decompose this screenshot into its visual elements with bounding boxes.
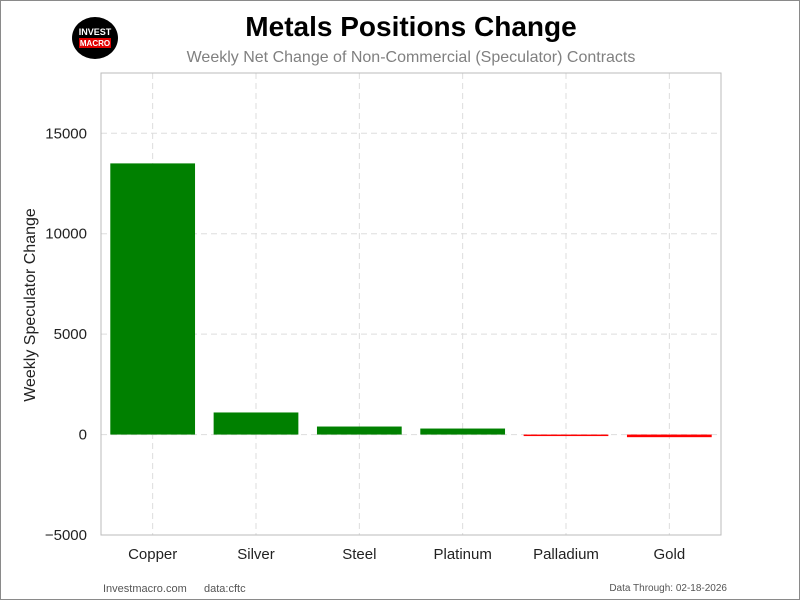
footer-site: Investmacro.com	[103, 583, 187, 595]
bar-silver	[213, 412, 299, 435]
y-axis-label: Weekly Speculator Change	[22, 208, 39, 402]
bar-copper	[110, 163, 196, 435]
y-tick-label: 5000	[54, 326, 87, 343]
x-tick-label: Platinum	[433, 546, 491, 563]
x-axis-ticks: Copper Silver Steel Platinum Palladium Gold	[128, 546, 685, 563]
y-tick-label: −5000	[45, 527, 87, 544]
chart-title: Metals Positions Change	[245, 11, 577, 42]
y-axis-ticks: −5000 0 5000 10000 15000	[45, 125, 87, 544]
x-tick-label: Silver	[237, 546, 275, 563]
y-tick-label: 10000	[45, 226, 87, 243]
footer-source: data:cftc	[204, 583, 246, 595]
investmacro-logo: INVEST MACRO	[72, 17, 118, 59]
logo-line1: INVEST	[79, 27, 112, 37]
x-tick-label: Copper	[128, 546, 177, 563]
bars-layer	[110, 163, 712, 438]
x-tick-label: Gold	[653, 546, 685, 563]
bar-gold	[626, 434, 712, 438]
y-tick-label: 0	[79, 427, 87, 444]
footer-data-through: Data Through: 02-18-2026	[609, 583, 727, 594]
x-tick-label: Palladium	[533, 546, 599, 563]
logo-line2: MACRO	[80, 39, 110, 48]
x-tick-label: Steel	[342, 546, 376, 563]
bar-platinum	[420, 428, 506, 435]
y-tick-label: 15000	[45, 125, 87, 142]
bar-steel	[316, 426, 402, 435]
bar-palladium	[523, 434, 609, 437]
chart-subtitle: Weekly Net Change of Non-Commercial (Spe…	[186, 49, 636, 66]
plot-frame	[100, 72, 722, 536]
grid-layer	[101, 73, 721, 536]
